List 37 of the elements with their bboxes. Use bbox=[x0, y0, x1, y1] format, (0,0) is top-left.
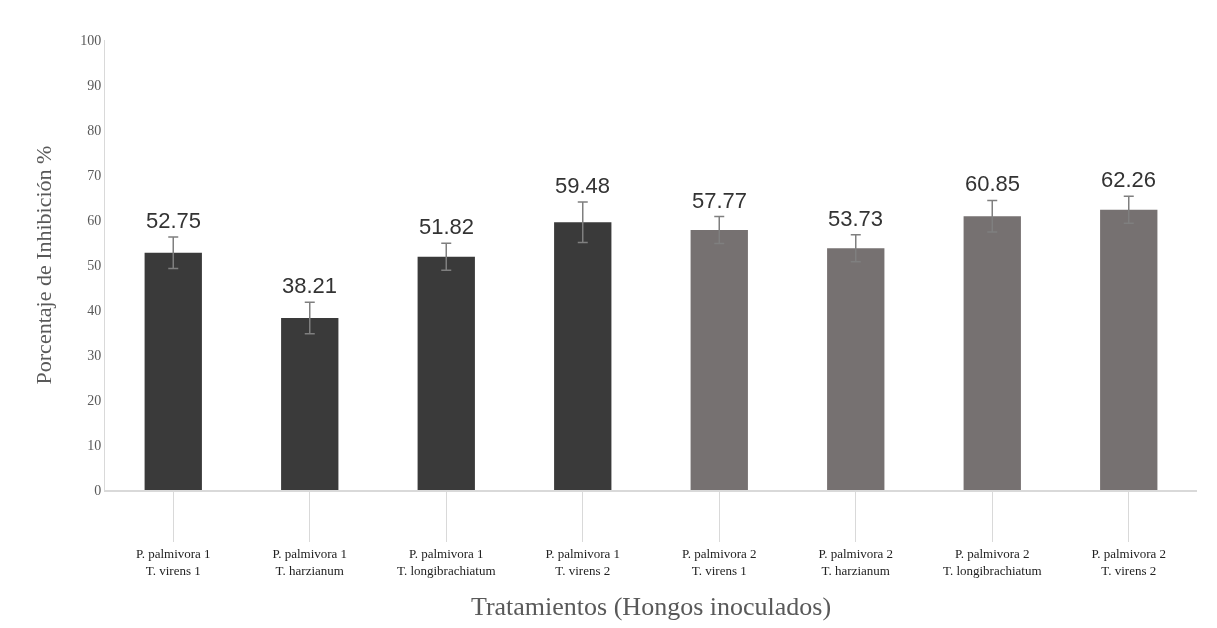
x-tick-label: P. palmivora 2 T. harzianum bbox=[818, 545, 894, 578]
data-label: 52.75 bbox=[146, 208, 202, 233]
x-tick-label: P. palmivora 1 T. harzianum bbox=[272, 545, 348, 578]
x-tick-label: P. palmivora 2 T. virens 2 bbox=[1091, 545, 1167, 578]
data-label: 59.48 bbox=[555, 173, 611, 198]
data-label: 60.85 bbox=[965, 171, 1021, 196]
bar bbox=[1100, 209, 1158, 490]
y-tick-label: 80 bbox=[87, 122, 102, 138]
data-label: 53.73 bbox=[828, 206, 884, 231]
y-tick-label: 40 bbox=[87, 302, 102, 318]
data-label: 57.77 bbox=[692, 188, 748, 213]
bar bbox=[554, 222, 612, 490]
y-axis-title: Porcentaje de Inhibición % bbox=[31, 145, 56, 385]
bar bbox=[690, 230, 748, 490]
y-tick-label: 70 bbox=[87, 167, 102, 183]
x-tick-label: P. palmivora 1 T. longibrachiatum bbox=[396, 545, 496, 578]
x-axis-title: Tratamientos (Hongos inoculados) bbox=[470, 591, 832, 621]
y-tick-label: 20 bbox=[87, 392, 102, 408]
bar bbox=[417, 256, 475, 490]
y-tick-label: 50 bbox=[87, 257, 102, 273]
bar bbox=[963, 216, 1021, 490]
x-tick-label: P. palmivora 1 T. virens 1 bbox=[135, 545, 211, 578]
y-tick-label: 100 bbox=[80, 32, 102, 48]
data-label: 51.82 bbox=[419, 214, 475, 239]
bar bbox=[281, 318, 339, 490]
bar bbox=[827, 248, 885, 490]
x-tick-label: P. palmivora 2 T. virens 1 bbox=[681, 545, 757, 578]
y-tick-label: 0 bbox=[94, 482, 102, 498]
y-tick-label: 10 bbox=[87, 437, 102, 453]
data-label: 38.21 bbox=[282, 273, 338, 298]
data-label: 62.26 bbox=[1101, 167, 1157, 192]
x-tick-label: P. palmivora 1 T. virens 2 bbox=[545, 545, 621, 578]
y-tick-label: 30 bbox=[87, 347, 102, 363]
bar bbox=[144, 252, 202, 490]
y-tick-label: 60 bbox=[87, 212, 102, 228]
x-tick-label: P. palmivora 2 T. longibrachiatum bbox=[942, 545, 1042, 578]
y-tick-label: 90 bbox=[87, 77, 102, 93]
